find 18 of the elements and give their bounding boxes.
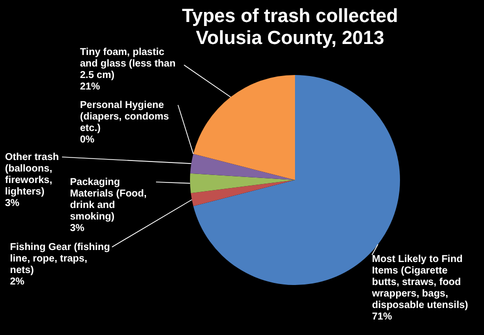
pie-slice (190, 173, 295, 194)
pie-slice (190, 154, 295, 180)
slice-label: Packaging Materials (Food, drink and smoking) (70, 177, 147, 222)
slice-label: Tiny foam, plastic and glass (less than 2.5 cm) (80, 47, 176, 81)
slice-label: Most Likely to Find Items (Cigarette butts, straws, food wrappers, bags, disposable utensils) (371, 254, 468, 311)
data-label: 3% (70, 223, 85, 234)
data-label: 3% (5, 198, 20, 209)
slice-label: Fishing Gear (fishing line, rope, traps, nets) (10, 242, 110, 276)
slice-label: Other trash (balloons, fireworks, lighters) (5, 152, 59, 198)
pie-slice (193, 75, 400, 285)
pie-slice (193, 75, 295, 180)
data-label: 2% (10, 276, 25, 288)
chart-title: Types of trash collected Volusia County, 2013 (180, 6, 400, 50)
text: 0% (80, 134, 94, 146)
data-label: 71% (372, 312, 392, 322)
data-label: 21% (80, 82, 100, 92)
category-label: Personal Hygiene (diapers, condoms etc.) (80, 100, 169, 134)
pie-slice (190, 180, 295, 206)
